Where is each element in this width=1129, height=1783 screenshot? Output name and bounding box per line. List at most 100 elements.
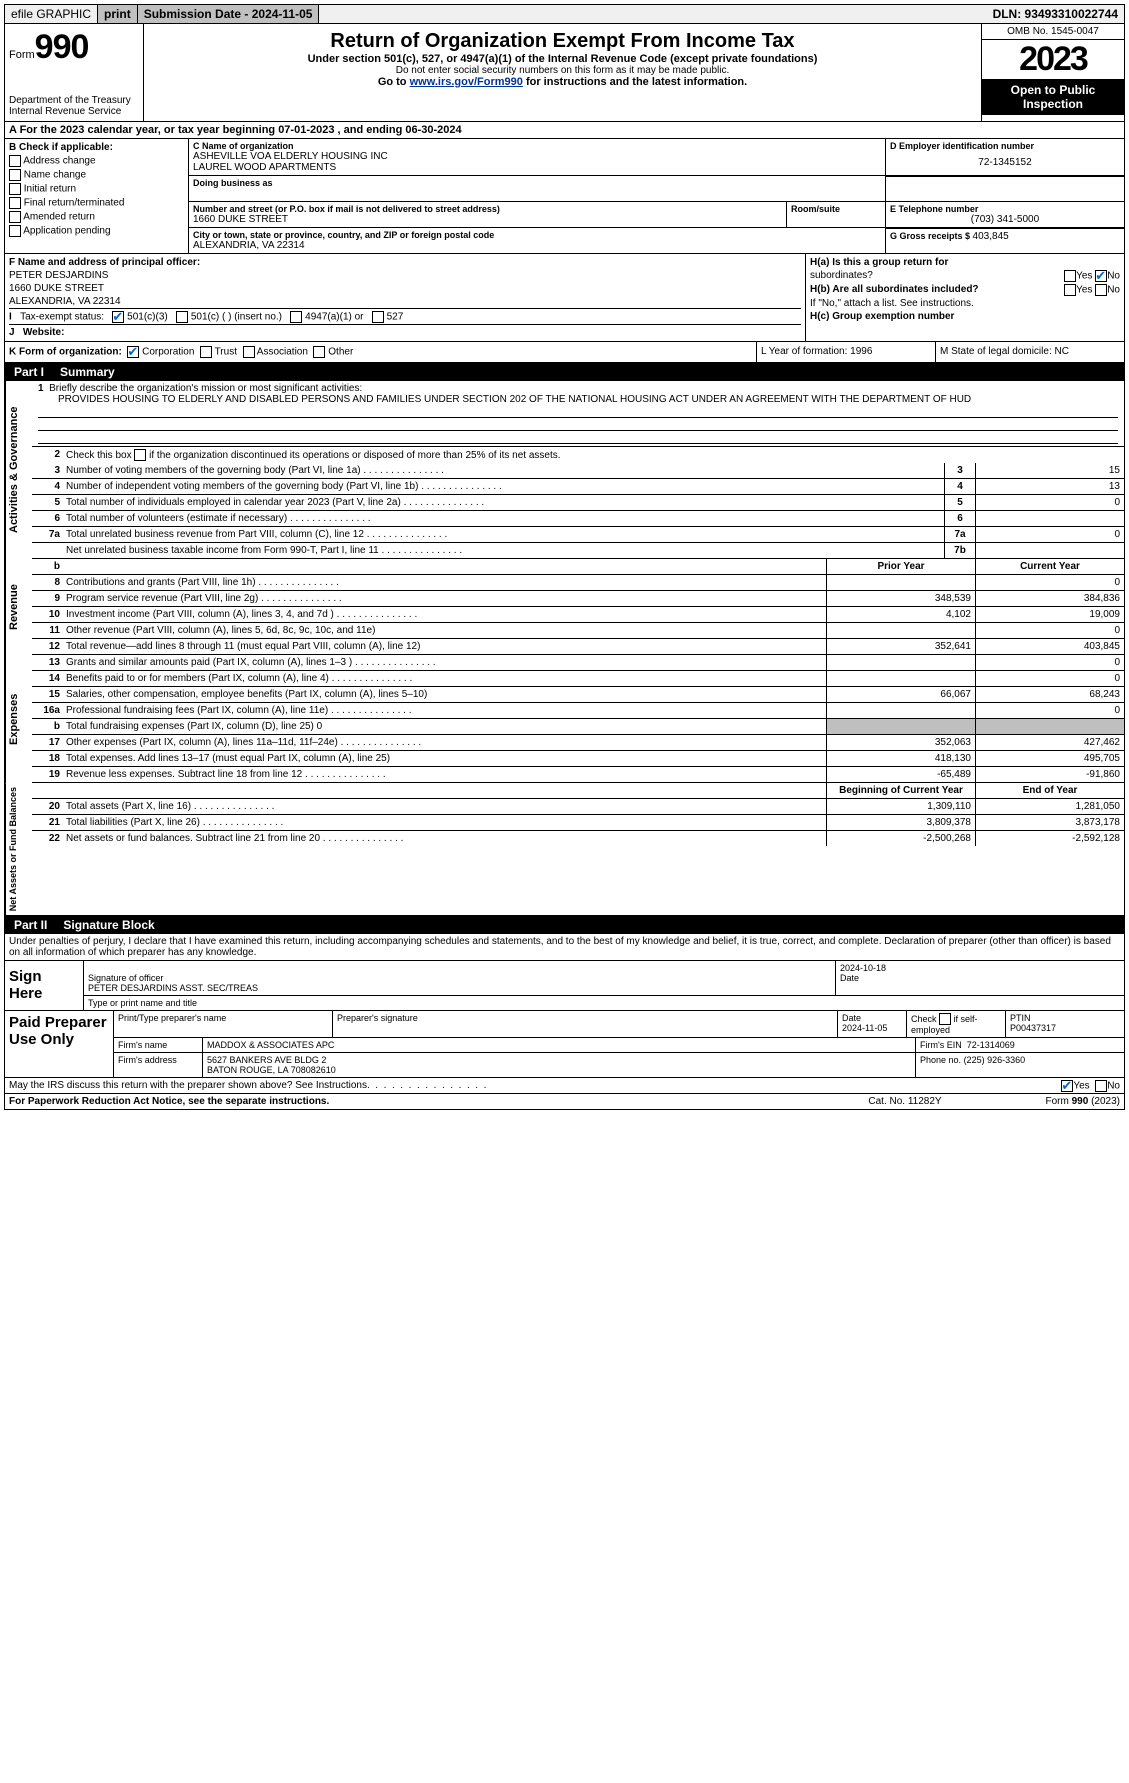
part1-header: Part I Summary (4, 363, 1125, 381)
dba-cell: Doing business as (189, 176, 886, 201)
501c-label: 501(c) ( ) (insert no.) (191, 312, 282, 323)
line11-text: Other revenue (Part VIII, column (A), li… (64, 623, 826, 638)
header-right-box: OMB No. 1545-0047 2023 Open to Public In… (981, 24, 1124, 121)
sig-officer-name: PETER DESJARDINS ASST. SEC/TREAS (88, 983, 831, 993)
addr-change-checkbox[interactable] (9, 155, 21, 167)
org-name-1: ASHEVILLE VOA ELDERLY HOUSING INC (193, 151, 881, 162)
ein-label: D Employer identification number (890, 141, 1120, 151)
side-revenue: Revenue (5, 559, 32, 655)
line1: 1 Briefly describe the organization's mi… (32, 381, 1124, 447)
line6-text: Total number of volunteers (estimate if … (64, 511, 944, 526)
line14-curr: 0 (975, 671, 1124, 686)
sig-date-label: Date (840, 973, 1120, 983)
line16b-curr (975, 719, 1124, 734)
line19-curr: -91,860 (975, 767, 1124, 782)
line11-prior (826, 623, 975, 638)
line10-prior: 4,102 (826, 607, 975, 622)
line22-boy: -2,500,268 (826, 831, 975, 846)
firm-ein: 72-1314069 (967, 1040, 1015, 1050)
link-pre: Go to (378, 76, 410, 88)
hdr-eoy: End of Year (975, 783, 1124, 798)
irs-link[interactable]: www.irs.gov/Form990 (410, 76, 523, 88)
ein-cell: D Employer identification number 72-1345… (886, 139, 1124, 175)
ha-yes-checkbox[interactable] (1064, 270, 1076, 282)
firm-name: MADDOX & ASSOCIATES APC (203, 1038, 916, 1052)
ha-sub: subordinates? (810, 270, 873, 282)
line15-prior: 66,067 (826, 687, 975, 702)
trust-label: Trust (215, 347, 237, 358)
initial-return-checkbox[interactable] (9, 183, 21, 195)
line15-curr: 68,243 (975, 687, 1124, 702)
hb-no-checkbox[interactable] (1095, 284, 1107, 296)
discuss-row: May the IRS discuss this return with the… (4, 1078, 1125, 1094)
line21-eoy: 3,873,178 (975, 815, 1124, 830)
corp-checkbox[interactable] (127, 346, 139, 358)
ha-no-checkbox[interactable] (1095, 270, 1107, 282)
form-link-line: Go to www.irs.gov/Form990 for instructio… (148, 76, 977, 88)
discuss-yes-checkbox[interactable] (1061, 1080, 1073, 1092)
trust-checkbox[interactable] (200, 346, 212, 358)
4947-checkbox[interactable] (290, 311, 302, 323)
addr-cell: Number and street (or P.O. box if mail i… (189, 202, 787, 227)
form-subtitle2: Do not enter social security numbers on … (148, 65, 977, 76)
part1-title: Summary (60, 365, 115, 379)
line10-text: Investment income (Part VIII, column (A)… (64, 607, 826, 622)
firm-addr2: BATON ROUGE, LA 708082610 (207, 1065, 911, 1075)
name-change-label: Name change (24, 170, 86, 181)
website-label: Website: (23, 327, 65, 338)
final-return-checkbox[interactable] (9, 197, 21, 209)
firm-name-label: Firm's name (114, 1038, 203, 1052)
addr-label: Number and street (or P.O. box if mail i… (193, 204, 782, 214)
line9-curr: 384,836 (975, 591, 1124, 606)
other-label: Other (328, 347, 353, 358)
org-name-label: C Name of organization (193, 141, 881, 151)
city-cell: City or town, state or province, country… (189, 228, 886, 253)
line12-prior: 352,641 (826, 639, 975, 654)
line14-text: Benefits paid to or for members (Part IX… (64, 671, 826, 686)
line7a-text: Total unrelated business revenue from Pa… (64, 527, 944, 542)
col-b-check: B Check if applicable: Address change Na… (5, 139, 189, 253)
footer-mid: Cat. No. 11282Y (830, 1096, 980, 1107)
discuss-no-checkbox[interactable] (1095, 1080, 1107, 1092)
hb-yes-checkbox[interactable] (1064, 284, 1076, 296)
room-cell: Room/suite (787, 202, 886, 227)
other-checkbox[interactable] (313, 346, 325, 358)
ein-value: 72-1345152 (890, 151, 1120, 168)
line13-curr: 0 (975, 655, 1124, 670)
line17-prior: 352,063 (826, 735, 975, 750)
501c-checkbox[interactable] (176, 311, 188, 323)
501c3-checkbox[interactable] (112, 311, 124, 323)
line16a-prior (826, 703, 975, 718)
org-name-2: LAUREL WOOD APARTMENTS (193, 162, 881, 173)
app-pending-checkbox[interactable] (9, 225, 21, 237)
line16b-text: Total fundraising expenses (Part IX, col… (64, 719, 826, 734)
prep-date-label: Date (842, 1013, 861, 1023)
assoc-checkbox[interactable] (243, 346, 255, 358)
footer-right: Form 990 (2023) (980, 1096, 1120, 1107)
hb-label: H(b) Are all subordinates included? (810, 284, 979, 295)
line13-text: Grants and similar amounts paid (Part IX… (64, 655, 826, 670)
amended-return-checkbox[interactable] (9, 211, 21, 223)
self-emp-checkbox[interactable] (939, 1013, 951, 1025)
corp-label: Corporation (142, 347, 194, 358)
line2-checkbox[interactable] (134, 449, 146, 461)
tax-year: 2023 (982, 40, 1124, 79)
line5-val: 0 (975, 495, 1124, 510)
name-change-checkbox[interactable] (9, 169, 21, 181)
city-value: ALEXANDRIA, VA 22314 (193, 240, 881, 251)
l-year: L Year of formation: 1996 (756, 342, 935, 362)
line21-text: Total liabilities (Part X, line 26) (64, 815, 826, 830)
sig-officer-label: Signature of officer (88, 973, 831, 983)
501c3-label: 501(c)(3) (127, 312, 168, 323)
form-word: Form (9, 49, 35, 61)
line20-text: Total assets (Part X, line 16) (64, 799, 826, 814)
527-checkbox[interactable] (372, 311, 384, 323)
line18-prior: 418,130 (826, 751, 975, 766)
part2-declaration: Under penalties of perjury, I declare th… (4, 934, 1125, 961)
print-button[interactable]: print (98, 5, 138, 23)
tel-value: (703) 341-5000 (890, 214, 1120, 225)
form-title: Return of Organization Exempt From Incom… (148, 30, 977, 53)
prep-sig-label: Preparer's signature (333, 1011, 838, 1037)
firm-phone-label: Phone no. (920, 1055, 961, 1065)
side-governance: Activities & Governance (5, 381, 32, 559)
